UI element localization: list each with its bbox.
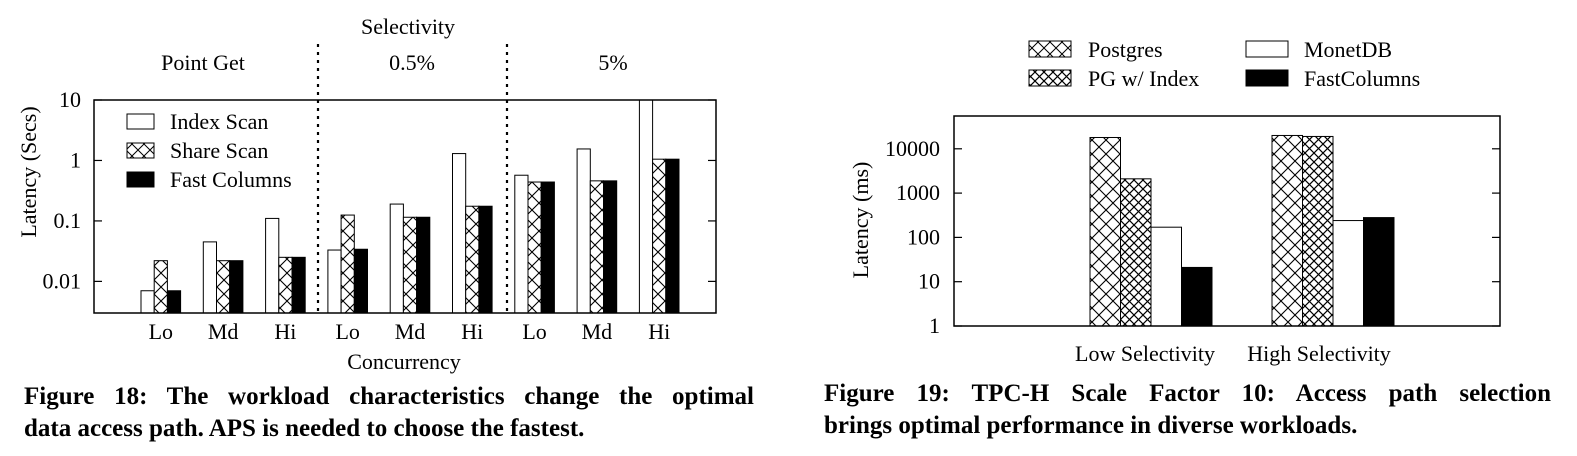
y-tick-label-2: 100 (907, 224, 940, 249)
y-tick-label-1: 10 (918, 269, 940, 294)
bar-fast-columns-4 (416, 216, 431, 314)
x-category-label-1: High Selectivity (1247, 341, 1391, 366)
legend-label-1: Share Scan (170, 138, 268, 163)
x-tick-label-6: Lo (522, 319, 546, 344)
legend-label-1: PG w/ Index (1088, 66, 1199, 91)
x-tick-label-5: Hi (461, 319, 483, 344)
bar-index-scan-8 (638, 99, 654, 314)
legend-swatch-1 (126, 142, 155, 159)
bar-pg-w-index-1 (1302, 135, 1334, 327)
figure-18-caption-line-2: data access path. APS is needed to choos… (24, 415, 585, 442)
x-tick-label-3: Lo (335, 319, 359, 344)
bar-index-scan-6 (514, 174, 529, 314)
group-label-2: 5% (598, 50, 627, 75)
x-tick-label-8: Hi (648, 319, 670, 344)
bar-fast-columns-7 (603, 180, 618, 314)
x-tick-label-1: Md (208, 319, 239, 344)
bar-postgres-1 (1271, 134, 1303, 327)
plot-frame (93, 99, 717, 314)
plot-frame (953, 115, 1501, 327)
selectivity-label: Selectivity (361, 14, 455, 39)
legend-swatch-2 (1245, 40, 1289, 58)
legend-label-0: Postgres (1088, 37, 1163, 62)
bar-share-scan-8 (652, 158, 667, 314)
legend-swatch-1 (1028, 69, 1072, 87)
bar-share-scan-0 (153, 260, 168, 314)
figure-18-caption: Figure 18: The workload characteristics … (24, 381, 754, 445)
bar-monetdb-1 (1332, 220, 1364, 327)
bar-share-scan-7 (589, 180, 604, 314)
bar-fast-columns-0 (166, 290, 182, 314)
bar-share-scan-1 (216, 260, 231, 314)
x-category-label-0: Low Selectivity (1075, 341, 1215, 366)
bar-fast-columns-5 (478, 205, 493, 314)
x-tick-label-4: Md (395, 319, 426, 344)
bar-index-scan-4 (389, 203, 404, 314)
figure-19-caption-line-2: brings optimal performance in diverse wo… (824, 412, 1358, 439)
figure-18-caption-line-1: Figure 18: The workload characteristics … (24, 383, 754, 410)
y-axis-title: Latency (ms) (848, 162, 873, 279)
bar-share-scan-6 (527, 181, 542, 314)
legend-label-0: Index Scan (170, 109, 268, 134)
figure-19-caption-line-1: Figure 19: TPC-H Scale Factor 10: Access… (824, 380, 1551, 407)
bar-fast-columns-8 (665, 158, 680, 314)
bar-fast-columns-1 (229, 260, 244, 314)
legend-swatch-0 (126, 113, 155, 130)
bar-share-scan-4 (402, 216, 418, 314)
figure-19-caption: Figure 19: TPC-H Scale Factor 10: Access… (824, 378, 1551, 442)
bar-share-scan-2 (278, 256, 293, 314)
bar-index-scan-2 (265, 217, 280, 314)
legend-swatch-2 (126, 171, 155, 188)
bar-index-scan-1 (202, 241, 218, 314)
bar-fast-columns-3 (353, 248, 368, 314)
bar-pg-w-index-0 (1120, 178, 1152, 327)
bar-index-scan-7 (576, 148, 591, 314)
legend-label-2: Fast Columns (170, 167, 292, 192)
bar-fast-columns-6 (540, 181, 555, 314)
x-tick-label-7: Md (582, 319, 613, 344)
figure-19-chart: Low Selectivity High Selectivity 1 10 100 100… (848, 37, 1501, 366)
y-tick-label-3: 10 (59, 87, 81, 112)
x-tick-label-0: Lo (149, 319, 173, 344)
y-tick-label-3: 1000 (896, 180, 940, 205)
bar-index-scan-5 (452, 153, 467, 314)
y-tick-label-0: 0.01 (43, 268, 82, 293)
y-tick-label-0: 1 (929, 313, 940, 338)
bar-index-scan-0 (140, 290, 155, 314)
bar-index-scan-3 (327, 249, 342, 314)
y-axis-title: Latency (Secs) (16, 106, 41, 237)
bar-share-scan-3 (340, 214, 355, 314)
y-tick-label-2: 1 (70, 147, 81, 172)
bar-fastcolumns-0 (1181, 266, 1213, 327)
x-axis-title: Concurrency (347, 349, 461, 374)
figure-18-chart: Lo Md Hi Lo Md Hi Lo Md Hi 0.01 0.1 1 10 Point Get 0.5… (16, 14, 717, 374)
bar-postgres-0 (1089, 136, 1121, 327)
legend-label-3: FastColumns (1304, 66, 1420, 91)
bar-monetdb-0 (1150, 226, 1182, 327)
group-label-0: Point Get (161, 50, 245, 75)
bar-share-scan-5 (465, 205, 480, 314)
legend-swatch-0 (1028, 40, 1072, 58)
group-label-1: 0.5% (389, 50, 435, 75)
bar-fast-columns-2 (291, 256, 306, 314)
legend-swatch-3 (1245, 69, 1289, 87)
bar-fastcolumns-1 (1363, 217, 1395, 327)
legend-label-2: MonetDB (1304, 37, 1392, 62)
y-tick-label-1: 0.1 (54, 208, 82, 233)
x-tick-label-2: Hi (274, 319, 296, 344)
y-tick-label-4: 10000 (885, 136, 940, 161)
